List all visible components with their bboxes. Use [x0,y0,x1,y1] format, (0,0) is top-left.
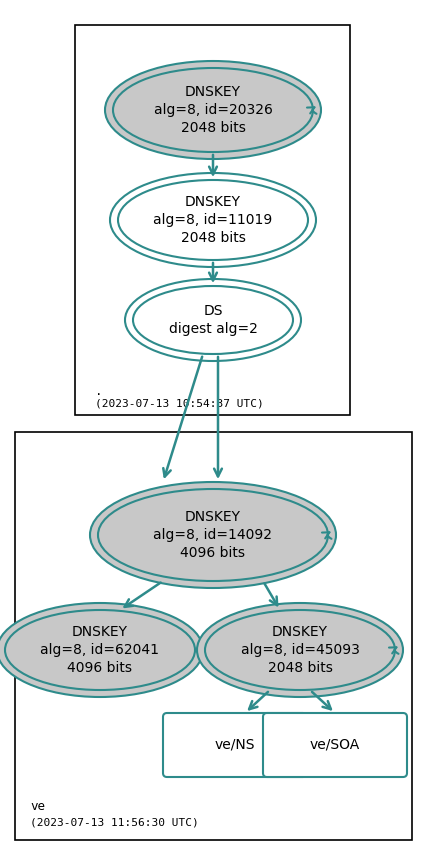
Bar [75,25,349,415]
Ellipse shape [0,603,202,697]
Ellipse shape [105,61,320,159]
Ellipse shape [5,610,195,690]
Text: DNSKEY
alg=8, id=20326
2048 bits: DNSKEY alg=8, id=20326 2048 bits [153,85,272,136]
Ellipse shape [110,173,315,267]
Ellipse shape [204,610,394,690]
Text: ve: ve [30,800,45,813]
Ellipse shape [125,279,300,361]
Ellipse shape [196,603,402,697]
Text: (2023-07-13 11:56:30 UTC): (2023-07-13 11:56:30 UTC) [30,818,198,828]
Ellipse shape [118,180,307,260]
Text: (2023-07-13 10:54:37 UTC): (2023-07-13 10:54:37 UTC) [95,398,263,408]
Text: DNSKEY
alg=8, id=14092
4096 bits: DNSKEY alg=8, id=14092 4096 bits [153,509,272,561]
FancyBboxPatch shape [163,713,306,777]
Bar [15,432,411,840]
FancyBboxPatch shape [262,713,406,777]
Ellipse shape [113,68,312,152]
Text: ve/NS: ve/NS [214,738,255,752]
Text: DNSKEY
alg=8, id=11019
2048 bits: DNSKEY alg=8, id=11019 2048 bits [153,195,272,246]
Ellipse shape [98,489,327,581]
Text: DNSKEY
alg=8, id=62041
4096 bits: DNSKEY alg=8, id=62041 4096 bits [40,625,159,676]
Text: DS
digest alg=2: DS digest alg=2 [168,304,257,336]
Text: ve/SOA: ve/SOA [309,738,359,752]
Ellipse shape [90,482,335,588]
Text: DNSKEY
alg=8, id=45093
2048 bits: DNSKEY alg=8, id=45093 2048 bits [240,625,359,676]
Text: .: . [95,385,102,398]
Ellipse shape [132,286,292,354]
